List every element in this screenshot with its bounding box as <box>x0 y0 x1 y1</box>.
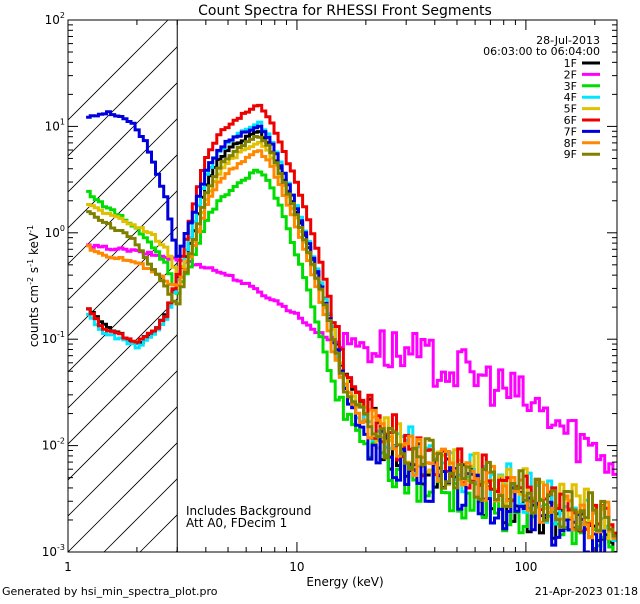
y-tick-label: 100 <box>45 224 65 240</box>
legend-label: 7F <box>564 125 577 138</box>
y-label-end: keV <box>27 232 41 259</box>
y-tick-label: 102 <box>45 11 65 27</box>
y-label-main: counts cm <box>27 285 41 347</box>
y-tick-exponent: 0 <box>60 224 65 233</box>
hatch-line <box>68 190 178 301</box>
info-date: 28-Jul-2013 <box>536 34 600 47</box>
x-tick-label: 1 <box>64 560 72 574</box>
y-tick-label: 10-2 <box>42 437 65 453</box>
y-tick-base: 10 <box>45 226 60 240</box>
hatch-line <box>68 20 169 121</box>
y-tick-exponent: -2 <box>57 437 65 446</box>
x-axis: 1 10 100 <box>64 20 596 574</box>
hatch-line <box>68 226 178 337</box>
x-tick-label: 100 <box>514 560 537 574</box>
info-time-range: 06:03:00 to 06:04:00 <box>483 45 600 58</box>
hatch-line <box>68 82 178 193</box>
y-label-mid: s <box>27 267 41 277</box>
legend-label: 6F <box>564 114 577 127</box>
y-tick-exponent: 1 <box>60 117 65 126</box>
series-group <box>86 103 617 552</box>
x-tick-label: 10 <box>289 560 304 574</box>
legend-label: 2F <box>564 68 577 81</box>
hatch-line <box>68 262 178 373</box>
y-label-exp2: -1 <box>26 259 35 267</box>
background-hatch-region <box>68 20 640 552</box>
hatch-line <box>68 154 178 265</box>
series-line-9F <box>86 135 617 538</box>
plot-frame <box>67 19 618 553</box>
hatch-line <box>68 442 178 552</box>
y-axis-label: counts cm-2 s-1 keV-1 <box>26 225 41 347</box>
hatch-line <box>536 20 640 552</box>
legend-label: 5F <box>564 103 577 116</box>
y-tick-label: 10-1 <box>42 330 65 346</box>
x-axis-label: Energy (keV) <box>306 575 383 589</box>
footer-generator: Generated by hsi_min_spectra_plot.pro <box>2 585 218 598</box>
y-tick-exponent: -3 <box>57 543 65 552</box>
annotation-line-2: Att A0, FDecim 1 <box>186 516 287 530</box>
series-line-7F <box>86 110 615 552</box>
legend-label: 4F <box>564 91 577 104</box>
legend-label: 3F <box>564 80 577 93</box>
y-tick-base: 10 <box>42 439 57 453</box>
y-label-exp1: -2 <box>26 277 35 285</box>
y-tick-label: 10-3 <box>42 543 65 559</box>
hatch-line <box>320 20 640 552</box>
y-tick-exponent: -1 <box>57 330 65 339</box>
y-tick-label: 101 <box>45 117 65 133</box>
series-line-4F <box>86 120 617 542</box>
hatch-line <box>68 46 178 157</box>
legend-label: 9F <box>564 148 577 161</box>
y-tick-base: 10 <box>42 545 57 559</box>
legend-label: 8F <box>564 137 577 150</box>
legend-label: 1F <box>564 57 577 70</box>
y-tick-base: 10 <box>45 13 60 27</box>
series-line-8F <box>86 149 617 540</box>
hatch-line <box>68 370 178 481</box>
hatch-line <box>356 20 640 552</box>
y-tick-exponent: 2 <box>60 11 65 20</box>
hatch-line <box>68 406 178 517</box>
y-tick-base: 10 <box>42 332 57 346</box>
y-label-exp3: -1 <box>26 225 35 233</box>
series-line-3F <box>86 168 615 552</box>
footer-timestamp: 21-Apr-2023 01:18 <box>535 585 638 598</box>
y-tick-base: 10 <box>45 119 60 133</box>
chart-title: Count Spectra for RHESSI Front Segments <box>198 3 492 19</box>
series-line-2F <box>86 243 617 476</box>
hatch-line <box>68 118 178 229</box>
annotation-line-1: Includes Background <box>186 504 311 518</box>
